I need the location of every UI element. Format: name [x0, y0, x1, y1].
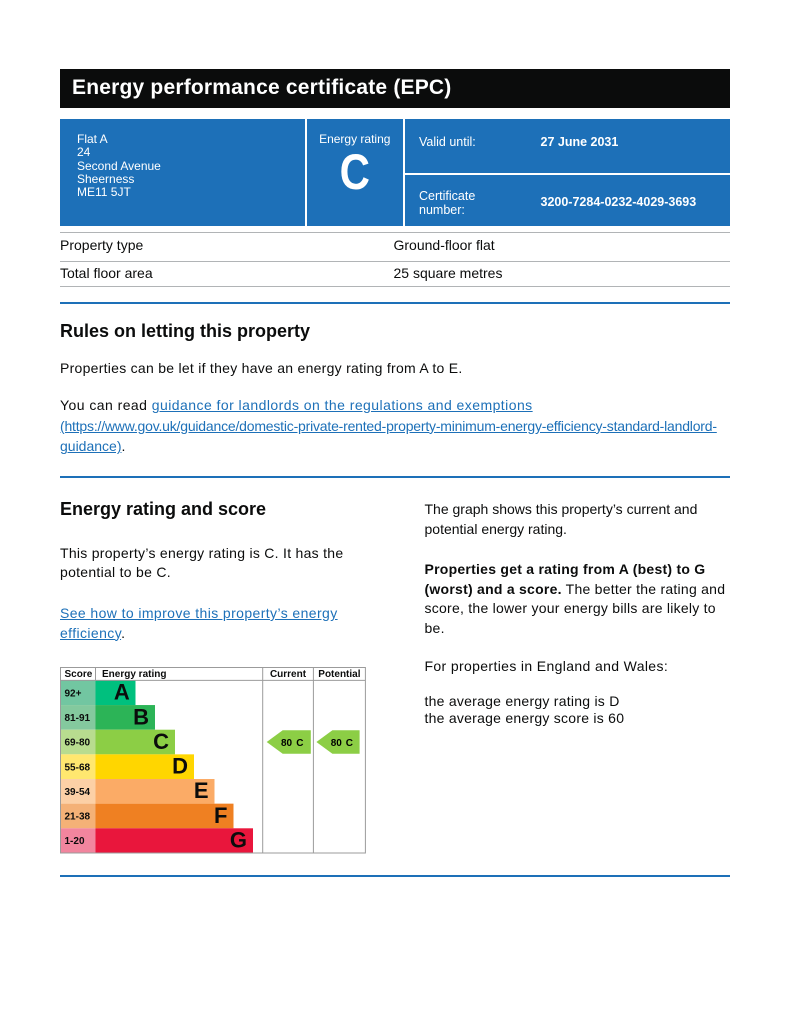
svg-text:G: G [230, 828, 247, 853]
svg-text:A: A [114, 680, 130, 705]
svg-text:80: 80 [331, 738, 343, 749]
svg-text:39-54: 39-54 [65, 787, 91, 798]
svg-text:Energy rating: Energy rating [102, 669, 166, 680]
svg-text:C: C [153, 729, 169, 754]
svg-text:1-20: 1-20 [65, 836, 85, 847]
svg-text:Current: Current [270, 669, 307, 680]
svg-text:Score: Score [65, 669, 93, 680]
svg-text:B: B [133, 704, 149, 729]
svg-text:E: E [194, 778, 209, 803]
svg-text:55-68: 55-68 [65, 762, 91, 773]
svg-text:C: C [346, 738, 353, 749]
svg-text:C: C [296, 738, 303, 749]
svg-text:92+: 92+ [65, 688, 82, 699]
svg-text:D: D [172, 754, 188, 779]
svg-text:Potential: Potential [318, 669, 360, 680]
svg-text:80: 80 [281, 738, 293, 749]
svg-text:F: F [214, 803, 227, 828]
svg-text:21-38: 21-38 [65, 812, 91, 823]
svg-text:81-91: 81-91 [65, 713, 91, 724]
svg-text:69-80: 69-80 [65, 738, 91, 749]
